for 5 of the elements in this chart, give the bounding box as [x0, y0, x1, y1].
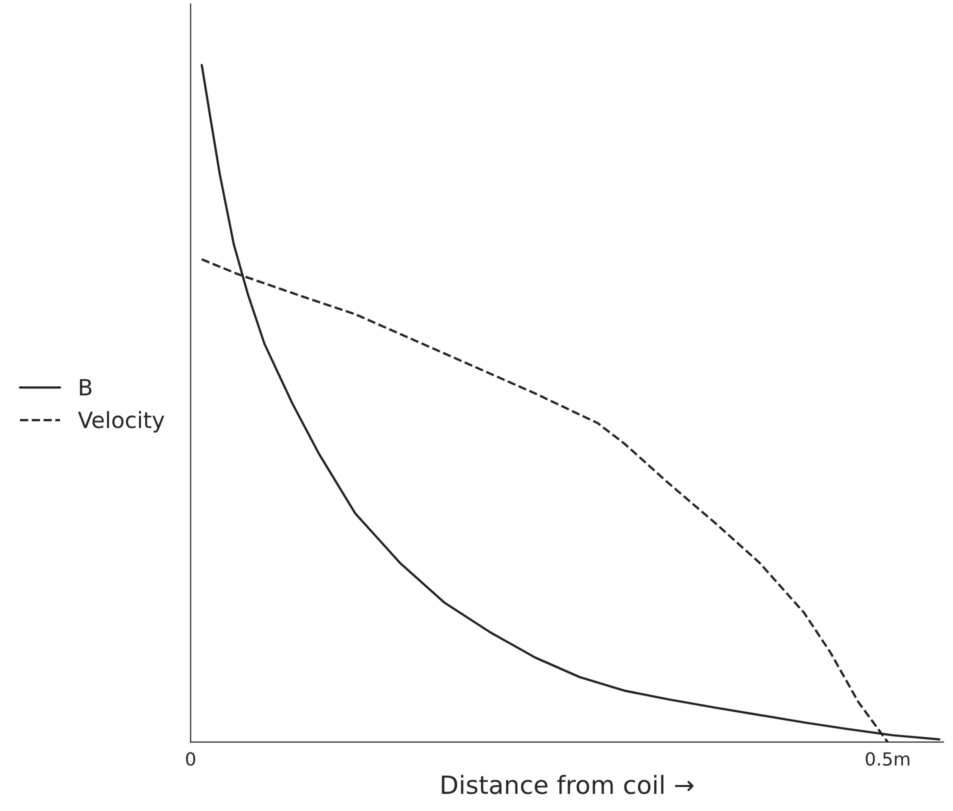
x-tick-label: 0 — [186, 752, 196, 766]
legend-label: B — [80, 379, 92, 396]
x-axis-title: Distance from coil → — [442, 774, 694, 794]
x-tick-label: 0.5m — [866, 752, 910, 766]
legend-label: Velocity — [78, 411, 164, 433]
